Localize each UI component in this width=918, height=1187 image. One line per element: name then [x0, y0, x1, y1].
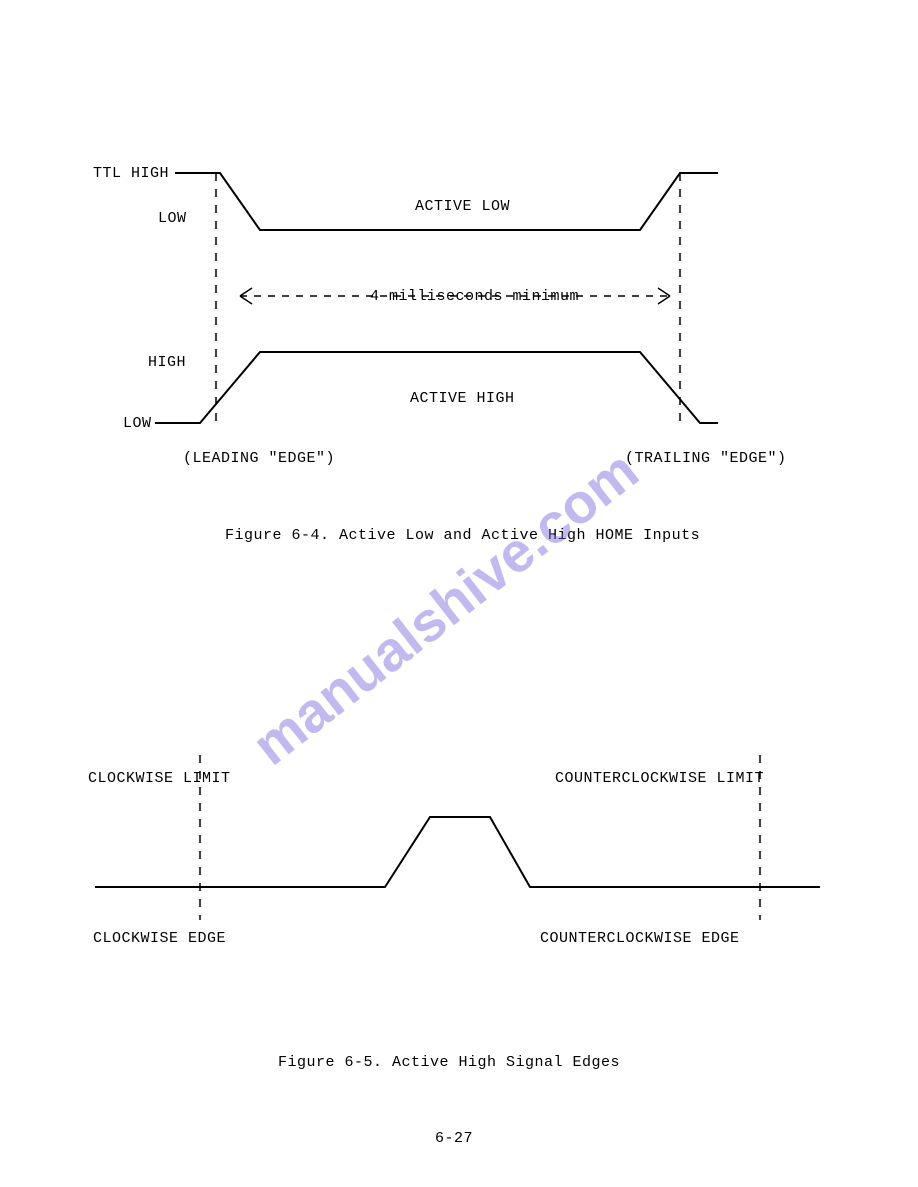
figure-6-4-caption: Figure 6-4. Active Low and Active High H… — [225, 527, 700, 544]
label-cw-limit: CLOCKWISE LIMIT — [88, 770, 231, 787]
label-ccw-edge: COUNTERCLOCKWISE EDGE — [540, 930, 740, 947]
label-ttl-high: TTL HIGH — [93, 165, 169, 182]
label-trailing-edge: (TRAILING "EDGE") — [625, 450, 787, 467]
label-ccw-limit: COUNTERCLOCKWISE LIMIT — [555, 770, 764, 787]
page-number: 6-27 — [435, 1130, 473, 1147]
label-cw-edge: CLOCKWISE EDGE — [93, 930, 226, 947]
label-low-lower: LOW — [123, 415, 152, 432]
label-high-lower: HIGH — [148, 354, 186, 371]
label-active-high: ACTIVE HIGH — [410, 390, 515, 407]
label-timing-arrow: 4 milliseconds minimum — [370, 288, 579, 305]
label-leading-edge: (LEADING "EDGE") — [183, 450, 335, 467]
label-low-upper: LOW — [158, 210, 187, 227]
label-active-low: ACTIVE LOW — [415, 198, 510, 215]
figure-6-5-caption: Figure 6-5. Active High Signal Edges — [278, 1054, 620, 1071]
page: TTL HIGH LOW ACTIVE LOW 4 milliseconds m… — [0, 0, 918, 1187]
